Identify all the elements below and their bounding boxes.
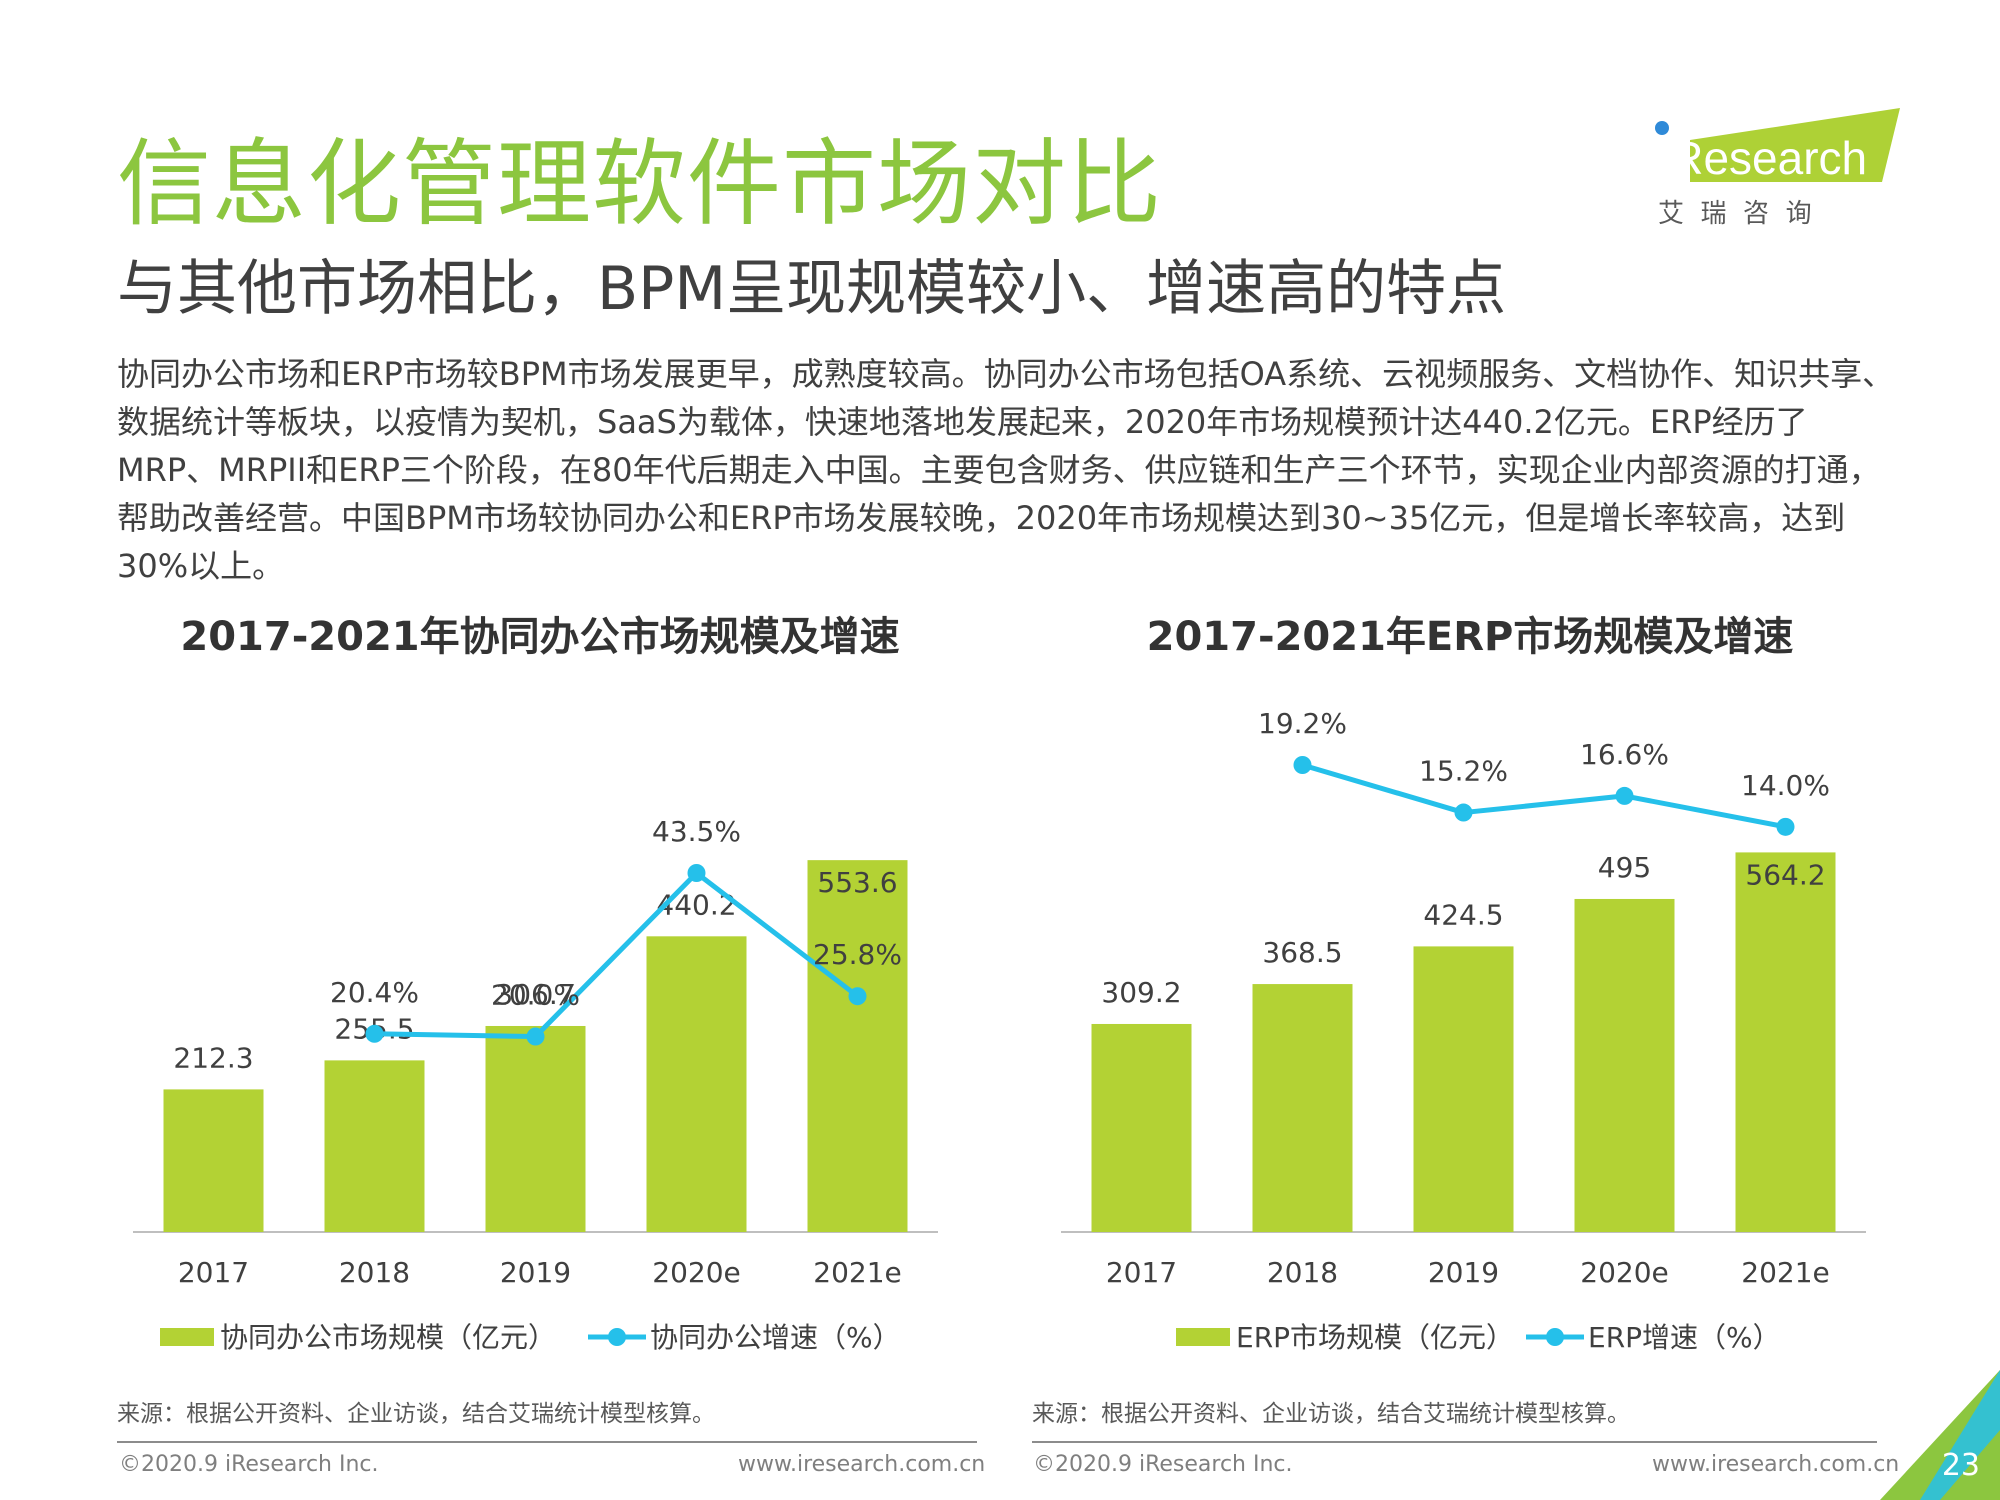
bar-2021e	[807, 860, 908, 1232]
growth-point-2021e	[848, 987, 867, 1006]
chart-collab-office: 212.32017255.52018306.72019440.22020e553…	[133, 815, 938, 1354]
footer-url-left: www.iresearch.com.cn	[738, 1452, 986, 1477]
bar-label-2019: 424.5	[1423, 898, 1503, 931]
footer-copyright-left: ©2020.9 iResearch Inc.	[119, 1452, 379, 1477]
bar-label-2019: 306.7	[495, 978, 575, 1011]
growth-point-2020e	[1615, 786, 1634, 805]
iresearch-logo: iResearch 艾 瑞 咨 询	[1655, 108, 1900, 229]
bar-label-2018: 368.5	[1262, 936, 1342, 969]
growth-line	[1301, 762, 1786, 830]
bar-2020e	[1574, 898, 1675, 1232]
legend-line-marker	[1546, 1328, 1564, 1346]
growth-label-2019: 20.0%	[491, 979, 580, 1012]
bar-label-2017: 212.3	[173, 1041, 253, 1074]
growth-point-2020e	[687, 864, 706, 882]
footer-divider-left	[117, 1441, 977, 1443]
x-tick-2019: 2019	[500, 1256, 571, 1289]
x-tick-2018: 2018	[339, 1256, 410, 1289]
legend-bar-label: ERP市场规模（亿元）	[1236, 1321, 1514, 1354]
chart-title-collab: 2017-2021年协同办公市场规模及增速	[180, 614, 900, 660]
bar-2020e	[646, 936, 747, 1232]
source-note-right: 来源：根据公开资料、企业访谈，结合艾瑞统计模型核算。	[1032, 1401, 1630, 1427]
x-tick-2019: 2019	[1428, 1256, 1499, 1289]
bar-2017	[163, 1089, 264, 1232]
page-number: 23	[1941, 1448, 1980, 1483]
growth-point-2021e	[1776, 817, 1795, 836]
page-subtitle: 与其他市场相比，BPM呈现规模较小、增速高的特点	[117, 254, 1507, 324]
growth-point-2018	[1293, 756, 1312, 774]
footer-divider-right	[1032, 1441, 1877, 1443]
bar-2021e	[1735, 852, 1836, 1232]
legend-line-label: 协同办公增速（%）	[650, 1321, 901, 1354]
bar-label-2021e: 553.6	[817, 866, 897, 899]
growth-point-2018	[365, 1024, 384, 1043]
growth-label-2018: 19.2%	[1258, 707, 1347, 740]
logo-chinese: 艾 瑞 咨 询	[1658, 199, 1812, 229]
footer-url-right: www.iresearch.com.cn	[1652, 1452, 1900, 1477]
logo-text: iResearch	[1660, 132, 1867, 184]
legend-line-label: ERP增速（%）	[1588, 1321, 1781, 1354]
growth-label-2021e: 14.0%	[1741, 769, 1830, 802]
growth-label-2021e: 25.8%	[813, 938, 902, 971]
body-paragraph: 协同办公市场和ERP市场较BPM市场发展更早，成熟度较高。协同办公市场包括OA系…	[117, 355, 1895, 585]
x-tick-2020e: 2020e	[652, 1256, 740, 1289]
x-tick-2020e: 2020e	[1580, 1256, 1668, 1289]
growth-point-2019	[526, 1027, 545, 1046]
x-tick-2021e: 2021e	[1741, 1256, 1829, 1289]
legend-bar-label: 协同办公市场规模（亿元）	[220, 1321, 556, 1354]
source-note-left: 来源：根据公开资料、企业访谈，结合艾瑞统计模型核算。	[117, 1401, 715, 1427]
x-tick-2017: 2017	[1106, 1256, 1177, 1289]
page-title: 信息化管理软件市场对比	[117, 130, 1163, 239]
logo-dot	[1655, 121, 1669, 135]
legend-line-marker	[608, 1328, 626, 1346]
bar-label-2021e: 564.2	[1745, 858, 1825, 891]
bar-2019	[485, 1025, 586, 1232]
logo-badge	[1690, 108, 1900, 182]
growth-label-2020e: 16.6%	[1580, 738, 1669, 771]
x-tick-2021e: 2021e	[813, 1256, 901, 1289]
growth-label-2018: 20.4%	[330, 976, 419, 1009]
chart-title-erp: 2017-2021年ERP市场规模及增速	[1146, 614, 1794, 660]
bar-2017	[1091, 1023, 1192, 1232]
growth-label-2020e: 43.5%	[652, 815, 741, 848]
growth-label-2019: 15.2%	[1419, 755, 1508, 788]
bar-2019	[1413, 946, 1514, 1232]
bar-2018	[1252, 984, 1353, 1232]
bar-2018	[324, 1060, 425, 1232]
x-tick-2017: 2017	[178, 1256, 249, 1289]
footer-copyright-right: ©2020.9 iResearch Inc.	[1033, 1452, 1293, 1477]
legend-bar-swatch	[160, 1328, 214, 1346]
chart-erp: 309.2 2017 368.5 2018 424.5 2019 495 2020e 564.2…	[1061, 707, 1866, 1354]
x-tick-2018: 2018	[1267, 1256, 1338, 1289]
growth-point-2019	[1454, 803, 1473, 822]
growth-line	[374, 870, 860, 1040]
corner-decoration	[1880, 1370, 2000, 1500]
bar-label-2020e: 495	[1598, 851, 1651, 884]
legend-bar-swatch	[1176, 1328, 1230, 1346]
bar-label-2017: 309.2	[1101, 976, 1181, 1009]
